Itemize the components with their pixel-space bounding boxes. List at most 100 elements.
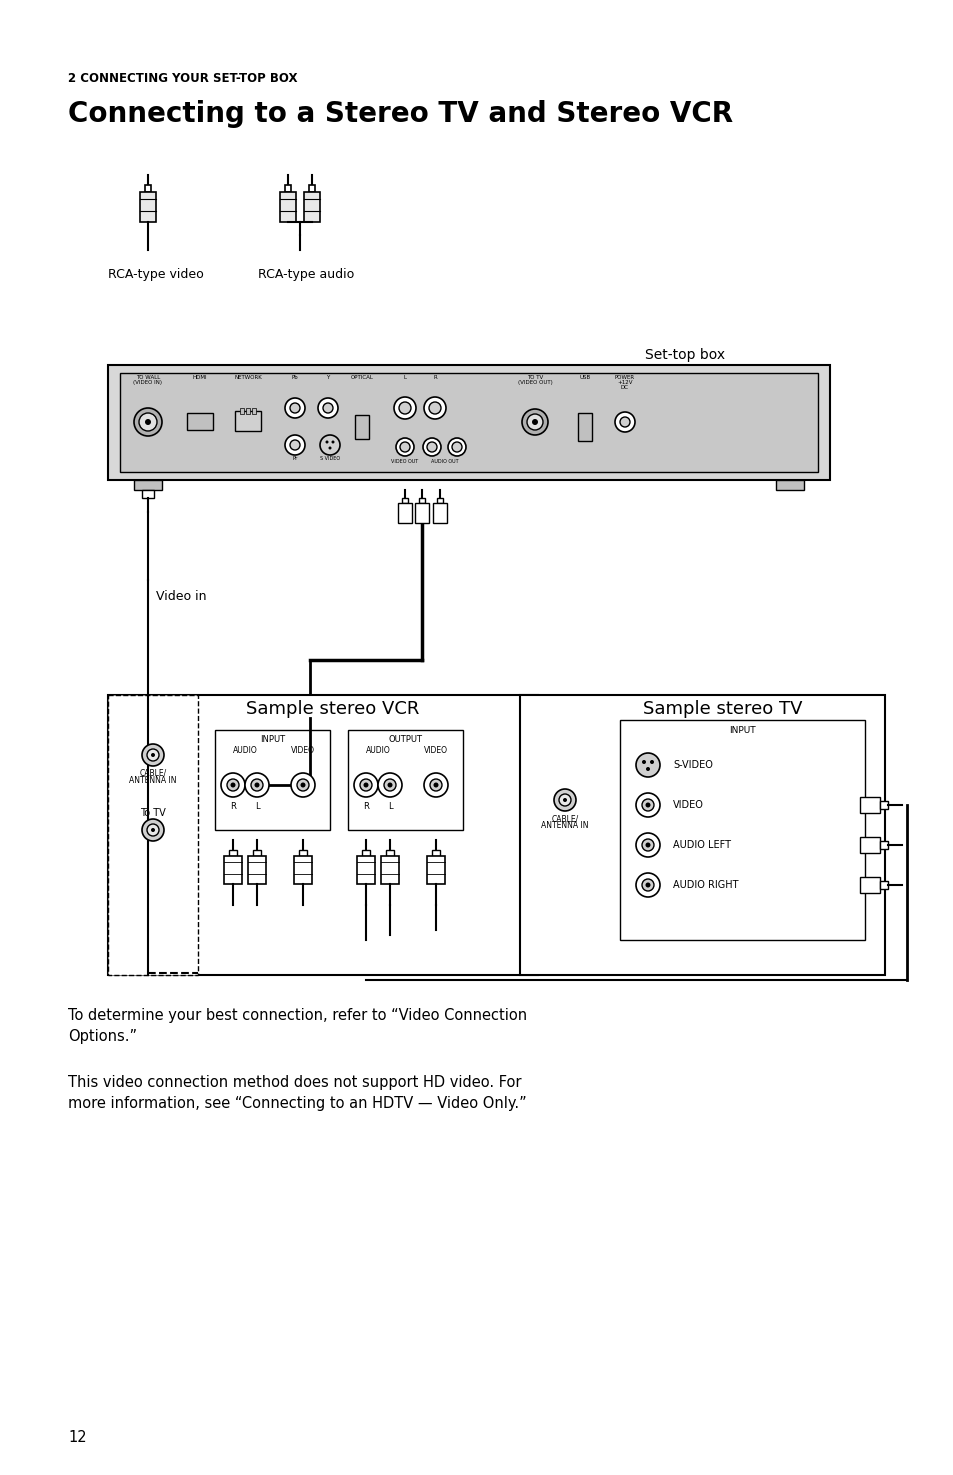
Circle shape — [377, 773, 401, 796]
Circle shape — [429, 403, 440, 414]
Circle shape — [139, 413, 157, 431]
Circle shape — [387, 783, 392, 788]
Circle shape — [645, 842, 650, 848]
Circle shape — [641, 760, 645, 764]
Circle shape — [147, 749, 159, 761]
Circle shape — [423, 773, 448, 796]
Bar — [298, 850, 307, 855]
Text: Video in: Video in — [156, 590, 206, 603]
Circle shape — [433, 783, 438, 788]
Bar — [859, 878, 879, 892]
Bar — [248, 855, 266, 884]
Circle shape — [363, 783, 368, 788]
Text: R: R — [433, 375, 436, 381]
Bar — [432, 850, 439, 855]
Circle shape — [251, 779, 263, 791]
Bar — [436, 499, 442, 503]
Bar — [214, 730, 330, 830]
Text: S-VIDEO: S-VIDEO — [672, 760, 712, 770]
Circle shape — [221, 773, 245, 796]
Text: AUDIO RIGHT: AUDIO RIGHT — [672, 881, 738, 889]
Bar — [304, 192, 319, 223]
Circle shape — [615, 412, 635, 432]
Bar — [380, 855, 398, 884]
Text: Sample stereo VCR: Sample stereo VCR — [246, 701, 419, 718]
Text: Y: Y — [326, 375, 330, 381]
Circle shape — [636, 873, 659, 897]
Circle shape — [245, 773, 269, 796]
Circle shape — [423, 397, 446, 419]
Bar — [879, 881, 887, 889]
Circle shape — [296, 779, 309, 791]
Circle shape — [319, 435, 339, 454]
Circle shape — [641, 799, 654, 811]
Text: INPUT: INPUT — [728, 726, 755, 735]
Bar — [433, 503, 447, 524]
Circle shape — [145, 419, 151, 425]
Circle shape — [558, 794, 571, 805]
Bar — [240, 409, 244, 414]
Bar — [187, 413, 213, 431]
Circle shape — [448, 438, 465, 456]
Circle shape — [649, 760, 654, 764]
Text: HDMI: HDMI — [193, 375, 207, 381]
Bar — [415, 503, 429, 524]
Circle shape — [285, 398, 305, 417]
Circle shape — [619, 417, 629, 426]
Text: OPTICAL: OPTICAL — [350, 375, 373, 381]
Circle shape — [636, 794, 659, 817]
Circle shape — [290, 403, 299, 413]
Text: NETWORK: NETWORK — [233, 375, 262, 381]
Text: AUDIO OUT: AUDIO OUT — [430, 459, 457, 465]
Text: DC: DC — [620, 385, 628, 389]
Bar — [280, 192, 295, 223]
Text: VIDEO OUT: VIDEO OUT — [391, 459, 418, 465]
Circle shape — [399, 442, 410, 451]
Text: AUDIO: AUDIO — [365, 746, 390, 755]
Bar — [108, 364, 829, 479]
Circle shape — [325, 441, 328, 444]
Circle shape — [354, 773, 377, 796]
Text: CABLE/: CABLE/ — [139, 768, 167, 777]
Text: 2 CONNECTING YOUR SET-TOP BOX: 2 CONNECTING YOUR SET-TOP BOX — [68, 72, 297, 86]
Bar — [619, 720, 864, 940]
Bar — [229, 850, 236, 855]
Text: (VIDEO OUT): (VIDEO OUT) — [517, 381, 552, 385]
Circle shape — [359, 779, 372, 791]
Text: Pb: Pb — [292, 375, 298, 381]
Bar — [142, 490, 153, 499]
Bar — [348, 730, 462, 830]
Text: (VIDEO IN): (VIDEO IN) — [133, 381, 162, 385]
Text: R: R — [230, 802, 235, 811]
Circle shape — [290, 440, 299, 450]
Circle shape — [521, 409, 547, 435]
Bar — [145, 184, 151, 192]
Circle shape — [328, 447, 331, 450]
Bar — [397, 503, 412, 524]
Circle shape — [151, 754, 154, 757]
Circle shape — [645, 767, 649, 771]
Text: L: L — [254, 802, 259, 811]
Circle shape — [300, 783, 305, 788]
Text: OUTPUT: OUTPUT — [388, 735, 422, 743]
Text: ANTENNA IN: ANTENNA IN — [540, 822, 588, 830]
Bar — [108, 695, 198, 975]
Circle shape — [641, 879, 654, 891]
Circle shape — [554, 789, 576, 811]
Text: TO WALL: TO WALL — [135, 375, 160, 381]
Text: POWER: POWER — [615, 375, 635, 381]
Circle shape — [452, 442, 461, 451]
Text: 12: 12 — [68, 1429, 87, 1445]
Bar — [578, 413, 592, 441]
Bar — [355, 414, 369, 440]
Bar — [427, 855, 444, 884]
Circle shape — [532, 419, 537, 425]
Text: Sample stereo TV: Sample stereo TV — [642, 701, 801, 718]
Circle shape — [427, 442, 436, 451]
Text: R: R — [363, 802, 369, 811]
Circle shape — [526, 414, 542, 431]
Text: This video connection method does not support HD video. For
more information, se: This video connection method does not su… — [68, 1075, 526, 1111]
Text: VIDEO: VIDEO — [291, 746, 314, 755]
Circle shape — [142, 743, 164, 766]
Bar — [252, 409, 255, 414]
